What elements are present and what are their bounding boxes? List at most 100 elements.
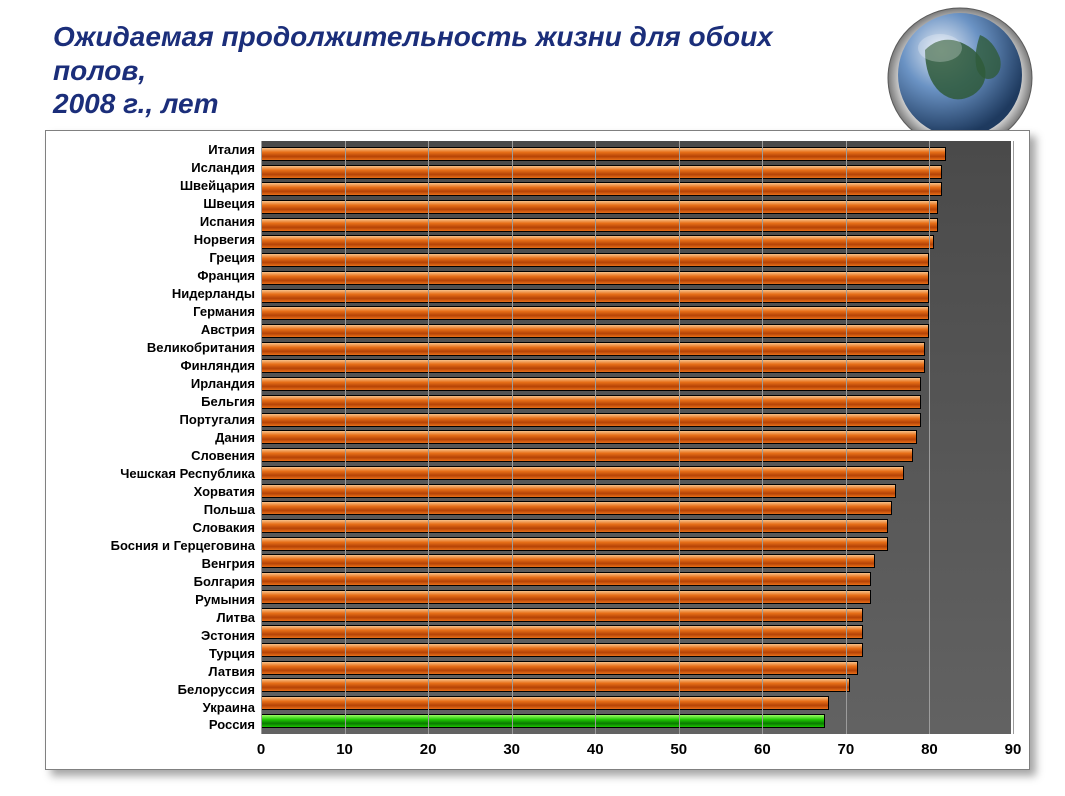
y-tick-label: Украина bbox=[46, 700, 261, 715]
bar-row bbox=[261, 484, 1011, 498]
bar bbox=[261, 377, 921, 391]
y-tick-label: Бельгия bbox=[46, 394, 261, 409]
x-tick-label: 70 bbox=[838, 741, 855, 758]
bar bbox=[261, 537, 888, 551]
gridline bbox=[512, 141, 513, 734]
bar bbox=[261, 200, 938, 214]
bar-row bbox=[261, 572, 1011, 586]
bar-row bbox=[261, 147, 1011, 161]
bar-row bbox=[261, 678, 1011, 692]
title-line-2: 2008 г., лет bbox=[53, 88, 219, 119]
bar bbox=[261, 448, 913, 462]
bar bbox=[261, 218, 938, 232]
y-tick-label: Россия bbox=[46, 717, 261, 732]
x-tick-label: 20 bbox=[420, 741, 437, 758]
bar-row bbox=[261, 625, 1011, 639]
gridline bbox=[428, 141, 429, 734]
bar bbox=[261, 182, 942, 196]
plot-area bbox=[261, 141, 1011, 734]
bars-container bbox=[261, 145, 1011, 730]
x-tick-label: 50 bbox=[670, 741, 687, 758]
y-tick-label: Румыния bbox=[46, 592, 261, 607]
gridline bbox=[261, 141, 262, 734]
slide: Ожидаемая продолжительность жизни для об… bbox=[0, 0, 1065, 796]
y-tick-label: Турция bbox=[46, 646, 261, 661]
gridline bbox=[929, 141, 930, 734]
title-line-1: Ожидаемая продолжительность жизни для об… bbox=[53, 21, 773, 86]
bar-row bbox=[261, 661, 1011, 675]
y-axis-labels: ИталияИсландияШвейцарияШвецияИспанияНорв… bbox=[46, 141, 261, 734]
bar-row bbox=[261, 377, 1011, 391]
y-tick-label: Венгрия bbox=[46, 556, 261, 571]
bar-row bbox=[261, 289, 1011, 303]
bar bbox=[261, 501, 892, 515]
y-tick-label: Финляндия bbox=[46, 358, 261, 373]
globe-icon bbox=[885, 0, 1035, 150]
bar bbox=[261, 625, 863, 639]
y-tick-label: Португалия bbox=[46, 412, 261, 427]
bar-row bbox=[261, 590, 1011, 604]
bar bbox=[261, 430, 917, 444]
bar bbox=[261, 359, 925, 373]
bar bbox=[261, 519, 888, 533]
bar-row bbox=[261, 608, 1011, 622]
bar-row bbox=[261, 165, 1011, 179]
y-tick-label: Греция bbox=[46, 250, 261, 265]
bar bbox=[261, 608, 863, 622]
y-tick-label: Австрия bbox=[46, 322, 261, 337]
y-tick-label: Дания bbox=[46, 430, 261, 445]
bar-row bbox=[261, 554, 1011, 568]
bar-row bbox=[261, 182, 1011, 196]
y-tick-label: Ирландия bbox=[46, 376, 261, 391]
y-tick-label: Босния и Герцеговина bbox=[46, 538, 261, 553]
bar bbox=[261, 395, 921, 409]
y-tick-label: Литва bbox=[46, 610, 261, 625]
gridline bbox=[846, 141, 847, 734]
bar-row bbox=[261, 359, 1011, 373]
bar bbox=[261, 661, 858, 675]
y-tick-label: Болгария bbox=[46, 574, 261, 589]
bar-row bbox=[261, 448, 1011, 462]
bar-row bbox=[261, 413, 1011, 427]
y-tick-label: Швеция bbox=[46, 196, 261, 211]
bar-row bbox=[261, 342, 1011, 356]
y-tick-label: Германия bbox=[46, 304, 261, 319]
bar-row bbox=[261, 200, 1011, 214]
x-tick-label: 10 bbox=[336, 741, 353, 758]
x-tick-label: 90 bbox=[1005, 741, 1022, 758]
y-tick-label: Норвегия bbox=[46, 232, 261, 247]
y-tick-label: Белоруссия bbox=[46, 682, 261, 697]
bar-row bbox=[261, 466, 1011, 480]
bar bbox=[261, 466, 904, 480]
bar-row bbox=[261, 218, 1011, 232]
chart-frame: ИталияИсландияШвейцарияШвецияИспанияНорв… bbox=[45, 130, 1030, 770]
bar-row bbox=[261, 430, 1011, 444]
y-tick-label: Великобритания bbox=[46, 340, 261, 355]
bar-row bbox=[261, 235, 1011, 249]
gridline bbox=[679, 141, 680, 734]
y-tick-label: Швейцария bbox=[46, 178, 261, 193]
x-tick-label: 0 bbox=[257, 741, 265, 758]
bar-row bbox=[261, 519, 1011, 533]
y-tick-label: Испания bbox=[46, 214, 261, 229]
y-tick-label: Франция bbox=[46, 268, 261, 283]
y-tick-label: Латвия bbox=[46, 664, 261, 679]
bar-row bbox=[261, 537, 1011, 551]
bar bbox=[261, 590, 871, 604]
bar bbox=[261, 643, 863, 657]
gridline bbox=[345, 141, 346, 734]
bar-row bbox=[261, 271, 1011, 285]
y-tick-label: Польша bbox=[46, 502, 261, 517]
bar-row bbox=[261, 395, 1011, 409]
gridline bbox=[1013, 141, 1014, 734]
y-tick-label: Чешская Республика bbox=[46, 466, 261, 481]
bar bbox=[261, 147, 946, 161]
bar-row bbox=[261, 501, 1011, 515]
bar bbox=[261, 413, 921, 427]
globe-svg bbox=[885, 0, 1035, 150]
bar bbox=[261, 554, 875, 568]
y-tick-label: Исландия bbox=[46, 160, 261, 175]
gridline bbox=[595, 141, 596, 734]
bar bbox=[261, 714, 825, 728]
y-tick-label: Эстония bbox=[46, 628, 261, 643]
